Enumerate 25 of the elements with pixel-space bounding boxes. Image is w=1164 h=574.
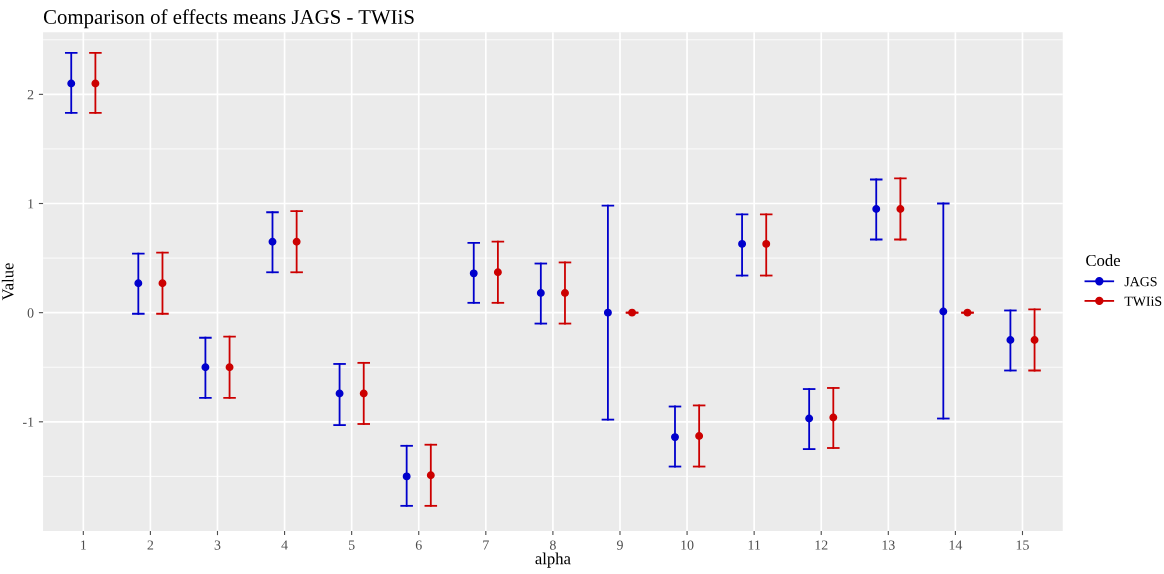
y-tick-label: -1 — [22, 417, 34, 427]
y-tick-label: 2 — [27, 89, 34, 100]
x-tick-label: 1 — [81, 540, 86, 550]
legend-label: JAGS — [1124, 276, 1157, 287]
x-tick-label: 13 — [882, 540, 895, 550]
x-tick-label: 6 — [415, 540, 422, 550]
y-tick-label: 1 — [28, 199, 34, 209]
x-tick-label: 10 — [681, 540, 694, 550]
x-tick-label: 5 — [348, 540, 355, 550]
y-tick-label: 0 — [27, 308, 34, 318]
y-axis-title: Value — [1, 263, 14, 301]
x-tick-label: 4 — [281, 540, 288, 550]
legend-label: TWIiS — [1124, 296, 1162, 306]
legend-title: Code — [1086, 254, 1121, 267]
chart-title: Comparison of effects means JAGS - TWIiS — [43, 9, 414, 29]
x-tick-label: 9 — [616, 540, 623, 550]
x-tick-label: 12 — [815, 540, 828, 550]
x-tick-label: 7 — [483, 540, 489, 550]
x-tick-label: 8 — [549, 540, 556, 550]
x-tick-label: 15 — [1016, 540, 1029, 550]
x-tick-label: 2 — [147, 540, 154, 550]
x-tick-label: 11 — [748, 540, 760, 550]
x-tick-label: 14 — [949, 540, 963, 550]
x-axis-title: alpha — [535, 552, 571, 568]
x-tick-label: 3 — [214, 540, 221, 550]
